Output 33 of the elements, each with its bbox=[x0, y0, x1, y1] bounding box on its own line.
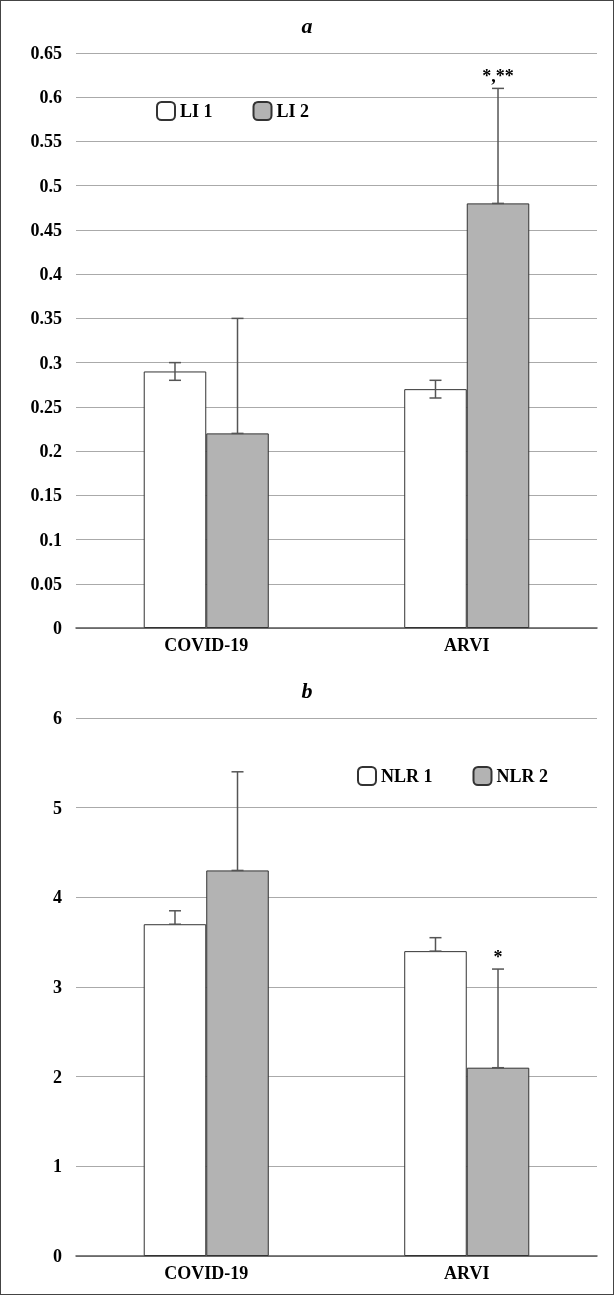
chart-title: b bbox=[301, 677, 313, 703]
x-tick-label: ARVI bbox=[444, 635, 490, 655]
y-tick-label: 0.3 bbox=[39, 352, 62, 373]
legend-label: NLR 2 bbox=[496, 766, 549, 786]
x-tick-label: COVID-19 bbox=[164, 1263, 249, 1283]
y-tick-label: 3 bbox=[53, 977, 62, 997]
chart-title: a bbox=[301, 12, 313, 38]
legend-label: NLR 1 bbox=[380, 766, 433, 786]
y-tick-label: 0.65 bbox=[30, 43, 62, 63]
x-tick-label: COVID-19 bbox=[164, 635, 249, 655]
annotation: *,** bbox=[482, 66, 514, 87]
y-tick-label: 0.55 bbox=[30, 131, 62, 152]
y-tick-label: 5 bbox=[53, 797, 62, 818]
x-tick-label: ARVI bbox=[444, 1263, 490, 1283]
y-tick-label: 0.4 bbox=[39, 264, 62, 285]
y-tick-label: 0.25 bbox=[30, 396, 62, 417]
annotation: * bbox=[493, 947, 503, 968]
y-tick-label: 0.5 bbox=[39, 175, 62, 196]
y-tick-label: 0 bbox=[53, 1246, 62, 1266]
y-tick-label: 0.1 bbox=[39, 529, 62, 550]
y-tick-label: 2 bbox=[53, 1066, 62, 1087]
y-tick-label: 0.45 bbox=[30, 219, 62, 240]
legend-label: LI 1 bbox=[180, 101, 213, 121]
y-tick-label: 0.6 bbox=[39, 87, 62, 108]
y-tick-label: 1 bbox=[53, 1156, 62, 1177]
y-tick-label: 0.35 bbox=[30, 308, 62, 329]
y-tick-label: 4 bbox=[53, 887, 62, 908]
y-tick-label: 6 bbox=[53, 708, 62, 728]
y-tick-label: 0 bbox=[53, 618, 62, 638]
legend-label: LI 2 bbox=[276, 101, 310, 121]
y-tick-label: 0.15 bbox=[30, 485, 62, 506]
y-tick-label: 0.05 bbox=[30, 573, 62, 594]
y-tick-label: 0.2 bbox=[39, 441, 62, 462]
